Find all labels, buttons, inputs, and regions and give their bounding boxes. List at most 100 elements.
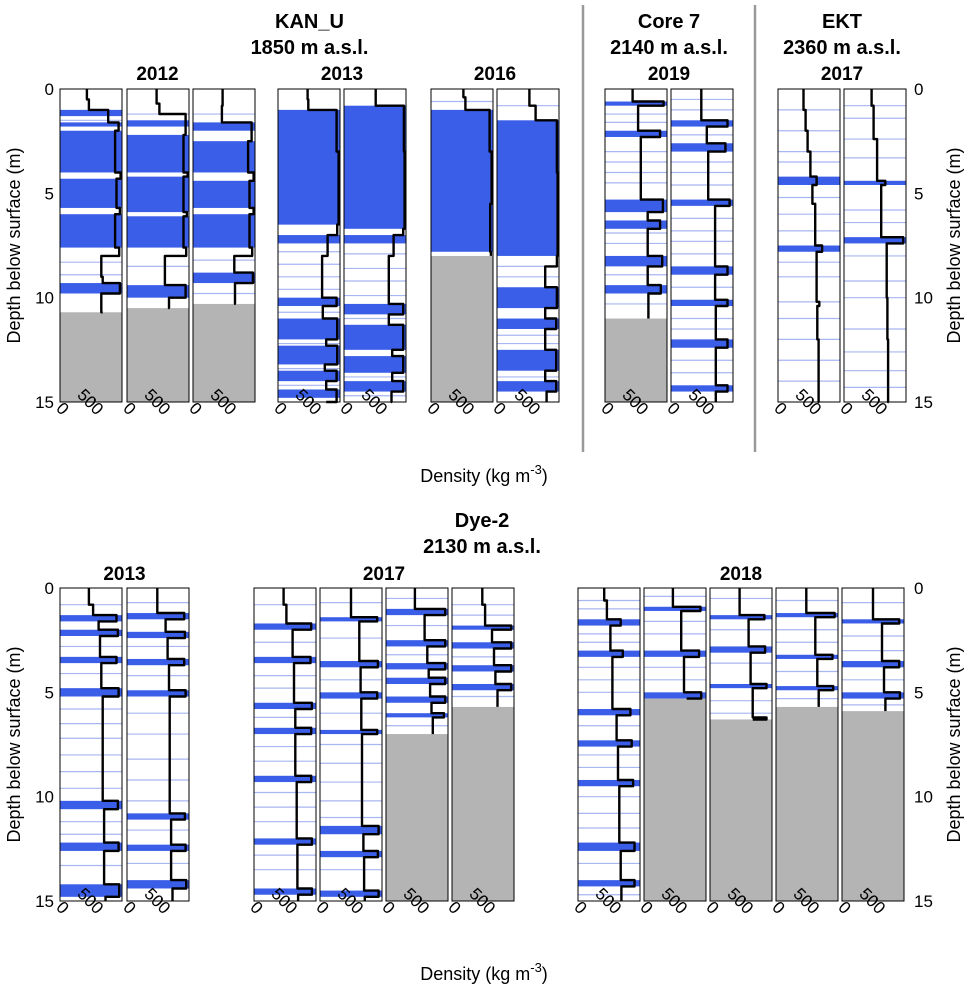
ice-layer xyxy=(386,696,448,703)
ice-layer xyxy=(710,615,772,620)
x-axis-label-main: Density (kg m xyxy=(420,466,530,486)
ice-layer xyxy=(497,381,559,392)
ice-layer xyxy=(254,623,316,630)
ice-layer xyxy=(254,702,316,710)
panel-background xyxy=(671,89,733,402)
y-tick-label-right: 15 xyxy=(914,393,933,412)
panel-frame xyxy=(604,88,668,403)
ice-layer xyxy=(278,389,340,398)
x-tick-label: 0 xyxy=(246,898,266,918)
panel-frame xyxy=(59,587,123,902)
no-data-region xyxy=(127,308,189,402)
ice-layer xyxy=(344,324,406,350)
year-title-0-2-0: 2017 xyxy=(821,64,863,85)
ice-layer xyxy=(60,884,122,897)
ice-layer xyxy=(578,779,640,787)
ice-layer xyxy=(193,272,255,284)
ice-layer xyxy=(452,642,514,649)
ice-layer xyxy=(60,800,122,810)
ice-layer xyxy=(844,237,906,244)
core-panel: 0 500 xyxy=(246,587,317,918)
core-panel: 0 500 xyxy=(378,587,449,918)
no-data-region xyxy=(644,698,706,901)
x-tick-label: 0 xyxy=(270,399,290,419)
ice-layer xyxy=(127,120,189,127)
density-profile xyxy=(805,588,836,707)
ice-layer xyxy=(452,683,514,691)
site-elevation-0-2: 2360 m a.s.l. xyxy=(783,37,901,59)
panel-frame xyxy=(670,88,734,403)
y-tick-label-right: 5 xyxy=(914,683,923,702)
ice-layer xyxy=(60,214,122,248)
ice-layer xyxy=(278,370,340,382)
ice-layer xyxy=(605,130,667,137)
x-tick-label: 0 xyxy=(52,399,72,419)
core-panel: 0 500 xyxy=(570,587,641,918)
density-profile xyxy=(631,89,665,319)
site-title-0-0: KAN_U xyxy=(275,11,344,33)
panel-frame xyxy=(775,587,839,902)
ice-layer xyxy=(60,130,122,173)
panel-frame xyxy=(319,587,383,902)
y-tick-label-right: 10 xyxy=(914,788,933,807)
ice-layer xyxy=(344,105,406,229)
x-axis-label-exponent: -3 xyxy=(530,960,542,975)
ice-layer xyxy=(127,880,189,889)
ice-layer xyxy=(60,178,122,208)
y-tick-label-left: 0 xyxy=(45,579,54,598)
x-tick-label: 0 xyxy=(423,399,443,419)
ice-layer xyxy=(497,318,559,329)
core-panel: 0 500 xyxy=(119,88,190,419)
ice-layer xyxy=(127,134,189,173)
ice-layer xyxy=(497,349,559,371)
panel-frame xyxy=(496,88,560,403)
no-data-region xyxy=(842,711,904,901)
core-panel: 0 500 xyxy=(52,587,123,918)
core-panel: 0 500 xyxy=(663,88,734,419)
panel-frame xyxy=(343,88,407,403)
ice-layer xyxy=(127,216,189,248)
ice-layer xyxy=(778,176,840,185)
core-panel: 0 500 xyxy=(336,88,407,419)
y-axis-label-left: Depth below surface (m) xyxy=(4,646,24,842)
density-profile xyxy=(871,588,902,712)
density-profile xyxy=(85,89,122,314)
no-data-region xyxy=(431,255,493,402)
ice-layer xyxy=(842,661,904,668)
ice-layer xyxy=(254,656,316,664)
core-panel: 0 500 xyxy=(489,88,560,419)
density-profile xyxy=(220,89,255,306)
y-axis-label-right: Depth below surface (m) xyxy=(944,646,964,842)
x-tick-label: 0 xyxy=(597,399,617,419)
core-panel: 0 500 xyxy=(836,88,907,419)
ice-layer xyxy=(127,813,189,820)
ice-layer xyxy=(60,842,122,851)
ice-layer xyxy=(671,299,733,307)
year-title-1-0-1: 2017 xyxy=(363,564,405,585)
ice-layer xyxy=(127,844,189,851)
ice-layer xyxy=(60,688,122,697)
ice-layer xyxy=(605,255,667,267)
y-tick-label-right: 0 xyxy=(914,80,923,99)
ice-layer xyxy=(344,235,406,244)
panel-frame xyxy=(126,587,190,902)
ice-layer xyxy=(278,109,340,225)
density-profile xyxy=(306,89,340,404)
density-profile xyxy=(603,588,636,901)
ice-layer xyxy=(431,109,493,252)
site-elevation-0-0: 1850 m a.s.l. xyxy=(251,37,369,59)
ice-layer xyxy=(776,654,838,659)
core-panel: 0 500 xyxy=(423,88,494,419)
ice-layer xyxy=(578,740,640,747)
x-axis-label-close: ) xyxy=(542,466,548,486)
ice-layer xyxy=(60,629,122,636)
density-profile xyxy=(155,89,189,310)
site-title-0-2: EKT xyxy=(822,11,862,33)
core-panel: 0 500 xyxy=(52,88,123,419)
ice-layer xyxy=(605,285,667,294)
ice-layer xyxy=(127,176,189,213)
site-elevation-0-1: 2140 m a.s.l. xyxy=(610,37,728,59)
ice-layer xyxy=(386,640,448,647)
y-axis-label-right: Depth below surface (m) xyxy=(944,147,964,343)
ice-layer xyxy=(671,339,733,348)
